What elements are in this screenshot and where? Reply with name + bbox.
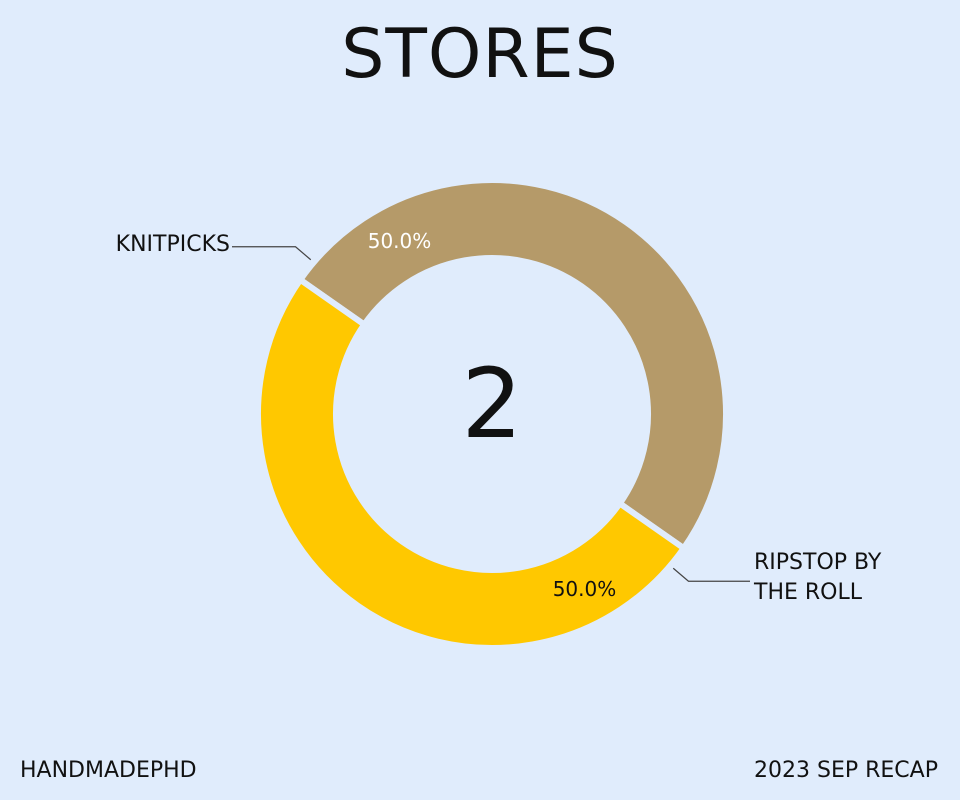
slice-percent-label-1: 50.0% xyxy=(368,229,432,253)
leader-line-1 xyxy=(232,246,312,261)
leader-lines xyxy=(232,246,750,582)
footer-author: HANDMADEPHD xyxy=(20,758,197,783)
slice-percent-label-2: 50.0% xyxy=(553,577,617,601)
donut-slice-2 xyxy=(255,275,688,651)
center-total-value: 2 xyxy=(461,348,522,460)
donut-slices xyxy=(255,177,729,651)
chart-title: STORES xyxy=(341,15,619,94)
slice-category-label-2: RIPSTOP BY THE ROLL xyxy=(753,550,882,605)
leader-line-2 xyxy=(672,567,750,582)
donut-slice-1 xyxy=(296,177,729,553)
footer-period: 2023 SEP RECAP xyxy=(754,758,938,783)
slice-category-label-1: KNITPICKS xyxy=(116,232,230,257)
slice-labels: 50.0% KNITPICKS 50.0% RIPSTOP BY THE ROLL xyxy=(116,229,882,605)
